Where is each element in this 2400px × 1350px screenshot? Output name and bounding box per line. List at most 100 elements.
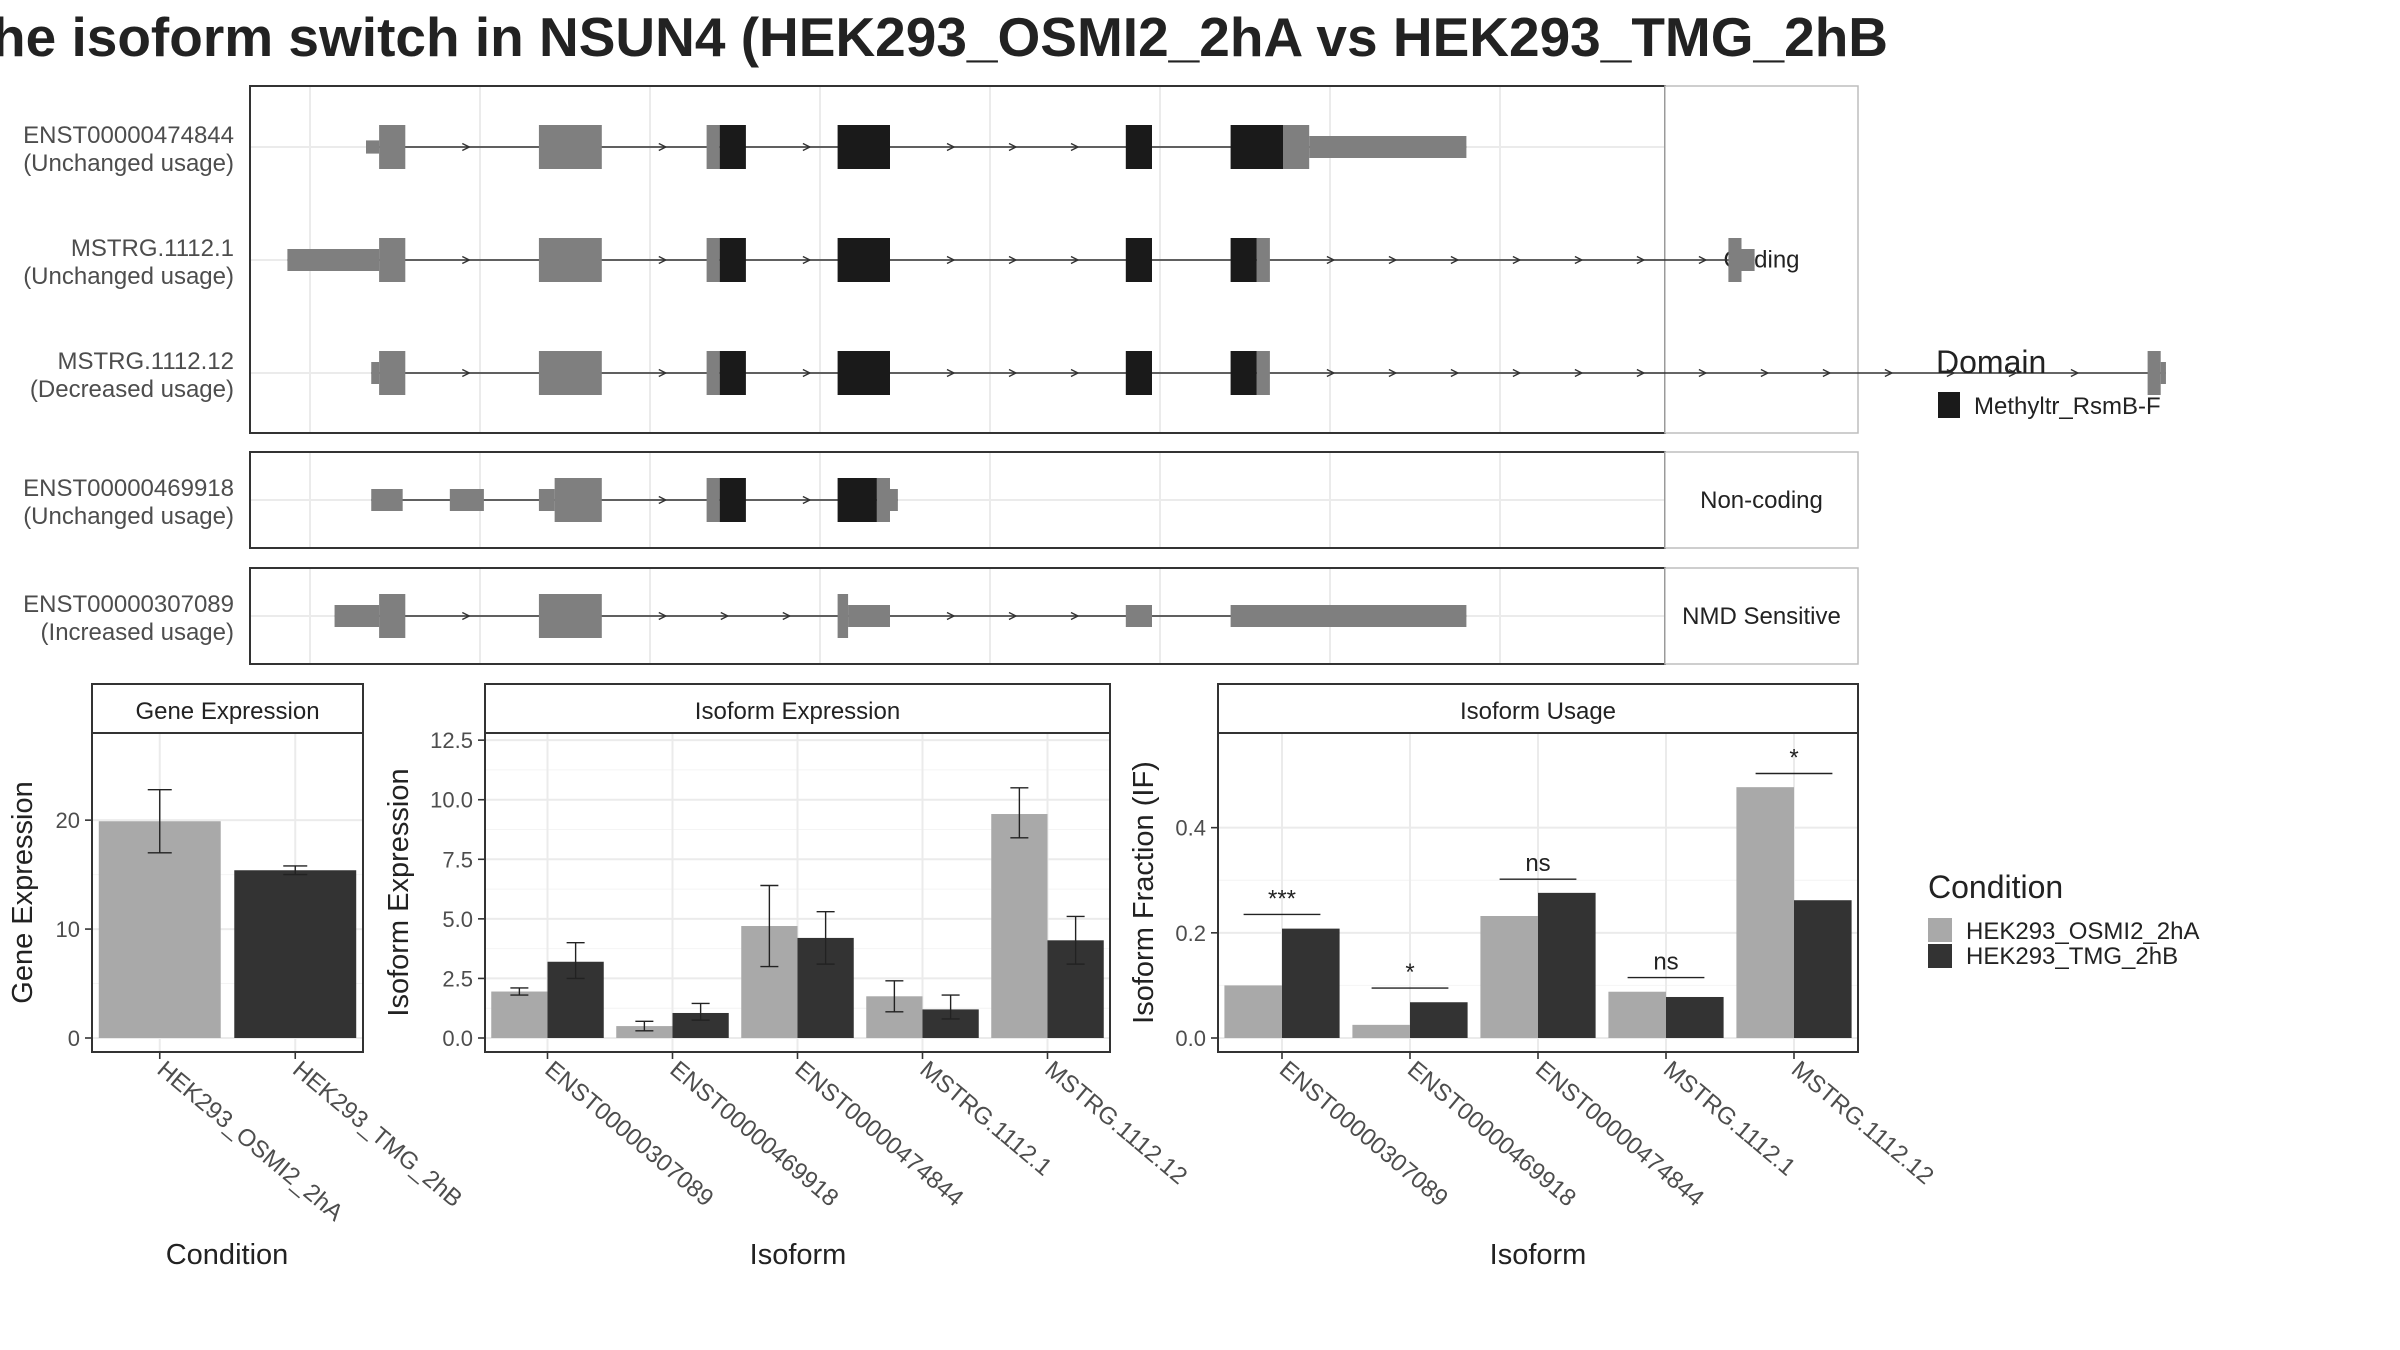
significance-label: *** [1268, 885, 1296, 912]
y-tick-label: 7.5 [442, 847, 473, 872]
exon [538, 594, 602, 638]
strand-arrow [1326, 368, 1336, 378]
strand-arrow [658, 611, 668, 621]
bar-series-2 [1282, 928, 1340, 1038]
bar-series-2 [1538, 892, 1596, 1038]
transcript-usage-label: (Decreased usage) [30, 376, 234, 403]
exon [538, 238, 602, 282]
strand-arrow [1512, 368, 1522, 378]
significance-label: * [1789, 744, 1798, 771]
facet-label: Non-coding [1700, 487, 1823, 514]
domain-exon [837, 125, 890, 169]
x-tick-label: MSTRG.1112.12 [1786, 1056, 1939, 1190]
exon [1309, 136, 1467, 158]
domain-exon [719, 478, 746, 522]
strand-arrow [658, 368, 668, 378]
strand-arrow [1326, 255, 1336, 265]
exon [287, 249, 380, 271]
domain-exon [837, 478, 877, 522]
exon [1230, 605, 1467, 627]
bar-series-2 [1794, 900, 1852, 1038]
strand-arrow [1388, 368, 1398, 378]
strand-arrow [1070, 368, 1080, 378]
y-tick-label: 2.5 [442, 966, 473, 991]
y-tick-label: 20 [56, 808, 80, 833]
exon [876, 478, 890, 522]
strand-arrow [2070, 368, 2080, 378]
bar-series-2 [1410, 1002, 1468, 1038]
exon [837, 594, 849, 638]
condition-legend-swatch [1928, 944, 1952, 968]
exon [538, 489, 555, 511]
strand-arrow [2008, 368, 2018, 378]
exon [379, 125, 406, 169]
exon [1125, 605, 1152, 627]
strand-arrow [658, 142, 668, 152]
transcript-usage-label: (Unchanged usage) [23, 503, 234, 530]
domain-exon [1125, 351, 1152, 395]
x-axis-label: Isoform [750, 1239, 847, 1271]
domain-legend-title: Domain [1936, 344, 2046, 380]
strand-arrow [720, 611, 730, 621]
strand-arrow [1698, 368, 1708, 378]
strand-arrow [946, 142, 956, 152]
exon [890, 489, 898, 511]
condition-legend-label: HEK293_TMG_2hB [1966, 943, 2178, 970]
y-tick-label: 0.2 [1175, 921, 1206, 946]
y-tick-label: 10 [56, 917, 80, 942]
strand-arrow [658, 495, 668, 505]
bar-series-1 [491, 991, 548, 1038]
exon [1256, 351, 1270, 395]
facet-label: NMD Sensitive [1682, 603, 1841, 630]
exon [379, 594, 406, 638]
strand-arrow [1008, 368, 1018, 378]
significance-label: ns [1653, 949, 1678, 976]
domain-exon [837, 238, 890, 282]
transcript-usage-label: (Unchanged usage) [23, 263, 234, 290]
y-tick-label: 0.0 [442, 1026, 473, 1051]
domain-exon [1230, 351, 1257, 395]
exon [1728, 238, 1742, 282]
strand-arrow [461, 368, 471, 378]
domain-exon [719, 125, 746, 169]
strand-arrow [946, 611, 956, 621]
y-tick-label: 5.0 [442, 907, 473, 932]
strand-arrow [1760, 368, 1770, 378]
transcript-id-label: MSTRG.1112.1 [71, 235, 234, 262]
facet-strip [1664, 451, 1859, 549]
y-axis-label: Isoform Expression [383, 768, 415, 1016]
panel-strip [1217, 683, 1859, 734]
strand-arrow [1008, 255, 1018, 265]
x-tick-label: MSTRG.1112.1 [915, 1056, 1057, 1182]
exon [379, 238, 406, 282]
exon [706, 478, 720, 522]
exon [2147, 351, 2161, 395]
bar [234, 870, 357, 1038]
domain-exon [1125, 238, 1152, 282]
exon [1741, 249, 1755, 271]
transcript-usage-label: (Unchanged usage) [23, 150, 234, 177]
strand-arrow [1450, 255, 1460, 265]
bar-series-1 [616, 1026, 673, 1038]
y-tick-label: 12.5 [430, 728, 473, 753]
bar-series-2 [1666, 996, 1724, 1038]
exon [848, 605, 890, 627]
transcript-id-label: ENST00000307089 [23, 591, 234, 618]
panel-title: Isoform Expression [695, 698, 900, 725]
domain-exon [719, 238, 746, 282]
strand-arrow [946, 255, 956, 265]
strand-arrow [802, 142, 812, 152]
domain-legend: Domain Methyltr_RsmB-F [1936, 344, 2161, 420]
strand-arrow [1884, 368, 1894, 378]
y-tick-label: 10.0 [430, 788, 473, 813]
strand-arrow [1008, 142, 1018, 152]
strand-arrow [946, 368, 956, 378]
transcript-id-label: ENST00000469918 [23, 475, 234, 502]
exon [366, 140, 380, 154]
x-tick-label: MSTRG.1112.1 [1658, 1056, 1800, 1182]
domain-exon [1230, 238, 1257, 282]
